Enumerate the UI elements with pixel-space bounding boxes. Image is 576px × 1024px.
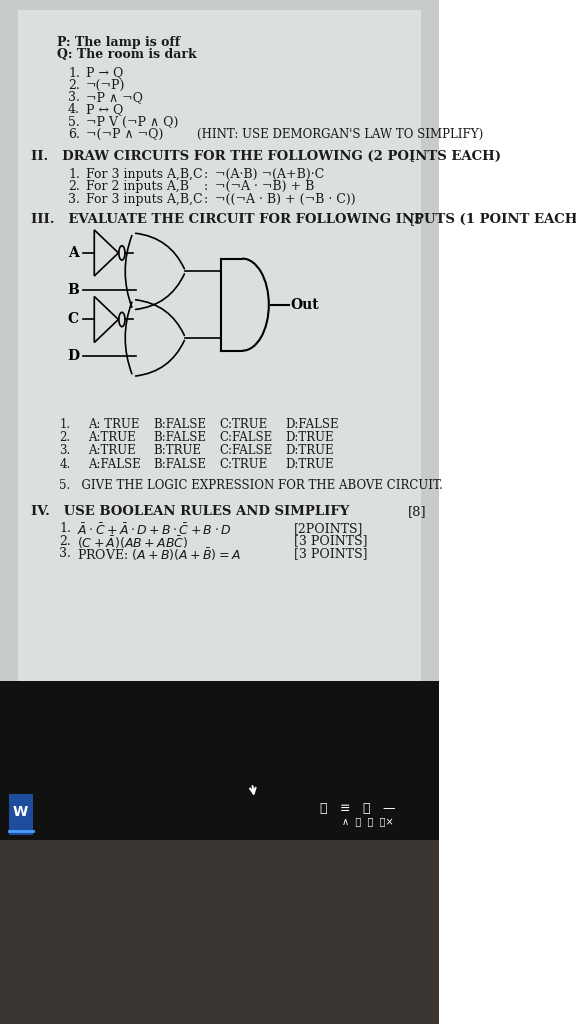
- Text: III.   EVALUATE THE CIRCUIT FOR FOLLOWING INPUTS (1 POINT EACH): III. EVALUATE THE CIRCUIT FOR FOLLOWING …: [31, 213, 576, 226]
- Bar: [0, 681, 438, 840]
- Text: Q: The room is dark: Q: The room is dark: [57, 48, 196, 61]
- Text: 2.: 2.: [68, 79, 79, 92]
- Text: B:FALSE: B:FALSE: [153, 418, 206, 431]
- Text: [5: [5: [410, 213, 423, 226]
- Text: 1.: 1.: [68, 168, 80, 181]
- Text: $\bar{A}\cdot\bar{C}+\bar{A}\cdot D+B\cdot\bar{C}+B\cdot D$: $\bar{A}\cdot\bar{C}+\bar{A}\cdot D+B\cd…: [77, 522, 231, 538]
- Text: (HINT: USE DEMORGAN'S LAW TO SIMPLIFY): (HINT: USE DEMORGAN'S LAW TO SIMPLIFY): [198, 128, 484, 141]
- Text: ⧉ ≡ ⧄ —: ⧉ ≡ ⧄ —: [320, 803, 396, 815]
- Text: 5.   GIVE THE LOGIC EXPRESSION FOR THE ABOVE CIRCUIT.: 5. GIVE THE LOGIC EXPRESSION FOR THE ABO…: [59, 479, 443, 493]
- Text: D:TRUE: D:TRUE: [285, 431, 334, 444]
- Text: ¬P V (¬P ∧ Q): ¬P V (¬P ∧ Q): [85, 116, 178, 129]
- Text: 2.: 2.: [59, 535, 71, 548]
- Text: ¬(A·B) ¬(A+B)·C: ¬(A·B) ¬(A+B)·C: [215, 168, 324, 181]
- Text: 6.: 6.: [68, 128, 80, 141]
- Text: ¬(¬P ∧ ¬Q): ¬(¬P ∧ ¬Q): [85, 128, 163, 141]
- Text: [3 POINTS]: [3 POINTS]: [294, 535, 367, 548]
- Text: 3.: 3.: [68, 91, 80, 104]
- Text: D:FALSE: D:FALSE: [285, 418, 339, 431]
- Bar: [17, 10, 421, 681]
- Bar: [0, 0, 438, 686]
- Text: 1.: 1.: [59, 418, 70, 431]
- Text: 4.: 4.: [68, 103, 80, 117]
- Text: II.   DRAW CIRCUITS FOR THE FOLLOWING (2 POINTS EACH): II. DRAW CIRCUITS FOR THE FOLLOWING (2 P…: [31, 150, 501, 163]
- Text: Out: Out: [291, 298, 319, 311]
- Text: C:TRUE: C:TRUE: [219, 458, 267, 471]
- Text: C:TRUE: C:TRUE: [219, 418, 267, 431]
- Text: ∧  📶  📶  🔊×: ∧ 📶 📶 🔊×: [342, 816, 393, 826]
- Text: ¬(¬A · ¬B) + B: ¬(¬A · ¬B) + B: [215, 180, 314, 194]
- Text: A: A: [68, 246, 79, 260]
- Text: 2.: 2.: [68, 180, 79, 194]
- Text: ¬((¬A · B) + (¬B · C)): ¬((¬A · B) + (¬B · C)): [215, 193, 355, 206]
- Text: For 3 inputs A,B,C: For 3 inputs A,B,C: [85, 193, 202, 206]
- Text: [8]: [8]: [408, 505, 426, 518]
- Text: 3.: 3.: [68, 193, 80, 206]
- Text: D: D: [67, 349, 79, 364]
- Text: For 3 inputs A,B,C: For 3 inputs A,B,C: [85, 168, 202, 181]
- Text: 1.: 1.: [59, 522, 71, 536]
- Text: A:FALSE: A:FALSE: [88, 458, 141, 471]
- Text: P: The lamp is off: P: The lamp is off: [57, 36, 180, 49]
- Text: For 2 inputs A,B: For 2 inputs A,B: [85, 180, 188, 194]
- Text: A:TRUE: A:TRUE: [88, 431, 135, 444]
- Text: ¬(¬P): ¬(¬P): [85, 79, 125, 92]
- Text: B: B: [67, 283, 79, 297]
- Text: W: W: [13, 805, 28, 819]
- Text: 3.: 3.: [59, 444, 70, 458]
- Text: 2.: 2.: [59, 431, 70, 444]
- Text: IV.   USE BOOLEAN RULES AND SIMPLIFY: IV. USE BOOLEAN RULES AND SIMPLIFY: [31, 505, 349, 518]
- Text: 4.: 4.: [59, 458, 70, 471]
- Text: P → Q: P → Q: [85, 67, 123, 80]
- Bar: [9, 794, 33, 835]
- Text: D:TRUE: D:TRUE: [285, 444, 334, 458]
- Text: B:FALSE: B:FALSE: [153, 431, 206, 444]
- Text: C:FALSE: C:FALSE: [219, 431, 272, 444]
- Text: :: :: [204, 180, 208, 194]
- Text: B:TRUE: B:TRUE: [153, 444, 202, 458]
- Text: 1.: 1.: [68, 67, 80, 80]
- Text: C: C: [68, 312, 79, 327]
- Text: :: :: [204, 168, 208, 181]
- Text: A:TRUE: A:TRUE: [88, 444, 135, 458]
- Text: PROVE: $(A+B)(A+\bar{B})=A$: PROVE: $(A+B)(A+\bar{B})=A$: [77, 547, 241, 563]
- Text: 3.: 3.: [59, 547, 71, 560]
- Text: [2POINTS]: [2POINTS]: [294, 522, 363, 536]
- Text: [3 POINTS]: [3 POINTS]: [294, 547, 367, 560]
- Text: A: TRUE: A: TRUE: [88, 418, 139, 431]
- Text: 5.: 5.: [68, 116, 79, 129]
- Text: D:TRUE: D:TRUE: [285, 458, 334, 471]
- Text: :: :: [204, 193, 208, 206]
- Text: ¬P ∧ ¬Q: ¬P ∧ ¬Q: [85, 91, 142, 104]
- Text: [: [: [410, 150, 415, 163]
- Text: B:FALSE: B:FALSE: [153, 458, 206, 471]
- Text: C:FALSE: C:FALSE: [219, 444, 272, 458]
- Bar: [0, 840, 438, 1024]
- Text: $(C+\bar{A})(AB+AB\bar{C})$: $(C+\bar{A})(AB+AB\bar{C})$: [77, 535, 188, 551]
- Text: P ↔ Q: P ↔ Q: [85, 103, 123, 117]
